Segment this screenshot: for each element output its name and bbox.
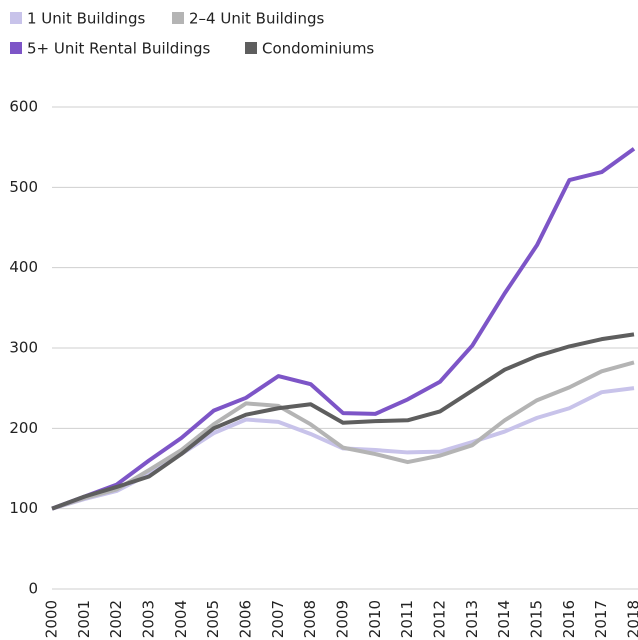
x-tick-label: 2007 bbox=[269, 600, 287, 638]
x-tick-label: 2009 bbox=[334, 600, 352, 638]
line bbox=[51, 360, 635, 511]
x-tick-label: 2004 bbox=[172, 600, 190, 638]
x-tick-label: 2003 bbox=[140, 600, 158, 638]
legend-swatch bbox=[245, 42, 257, 54]
x-tick-label: 2014 bbox=[495, 600, 513, 638]
x-tick-label: 2000 bbox=[43, 600, 61, 638]
legend-label: 5+ Unit Rental Buildings bbox=[27, 40, 211, 58]
x-tick-label: 2012 bbox=[431, 600, 449, 638]
y-tick-label: 500 bbox=[9, 178, 38, 196]
x-tick-label: 2008 bbox=[301, 600, 319, 638]
y-tick-label: 400 bbox=[9, 258, 38, 276]
legend-swatch bbox=[10, 12, 22, 24]
x-tick-label: 2016 bbox=[560, 600, 578, 638]
x-tick-label: 2005 bbox=[204, 600, 222, 638]
x-tick-label: 2001 bbox=[75, 600, 93, 638]
line bbox=[51, 332, 635, 511]
x-tick-label: 2010 bbox=[366, 600, 384, 638]
y-tick-label: 300 bbox=[9, 339, 38, 357]
legend-swatch bbox=[172, 12, 184, 24]
y-tick-label: 200 bbox=[9, 419, 38, 437]
x-tick-label: 2017 bbox=[592, 600, 610, 638]
x-tick-label: 2013 bbox=[463, 600, 481, 638]
legend-label: 1 Unit Buildings bbox=[27, 10, 145, 28]
y-tick-label: 100 bbox=[9, 499, 38, 517]
x-tick-label: 2015 bbox=[528, 600, 546, 638]
y-tick-label: 600 bbox=[9, 98, 38, 116]
x-tick-label: 2002 bbox=[107, 600, 125, 638]
y-tick-label: 0 bbox=[28, 580, 38, 598]
legend-swatch bbox=[10, 42, 22, 54]
legend-label: Condominiums bbox=[262, 40, 374, 58]
line bbox=[51, 147, 636, 511]
x-tick-label: 2006 bbox=[237, 600, 255, 638]
legend-label: 2–4 Unit Buildings bbox=[189, 10, 325, 28]
x-tick-label: 2018 bbox=[625, 600, 638, 638]
x-tick-label: 2011 bbox=[398, 600, 416, 638]
